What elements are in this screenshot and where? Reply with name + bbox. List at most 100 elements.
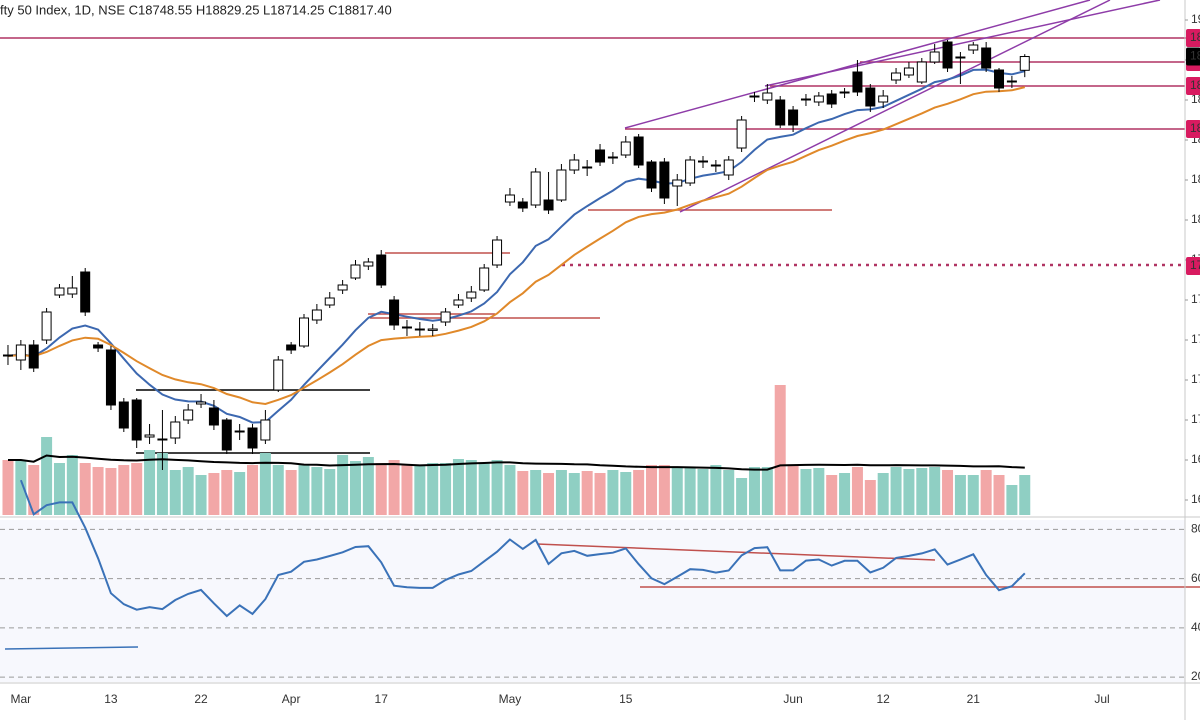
volume-bar	[851, 467, 863, 515]
volume-bar	[440, 463, 452, 515]
y-tick-label: 16600	[1191, 492, 1200, 506]
y-tick-label: 18400	[1191, 132, 1200, 146]
candle-body	[479, 267, 490, 291]
candle-body	[685, 159, 696, 184]
candle-body	[942, 41, 953, 69]
volume-bar	[684, 467, 696, 515]
candle-body	[221, 419, 232, 451]
candle-body	[916, 61, 927, 83]
volume-bar	[633, 470, 645, 515]
volume-bar	[234, 472, 246, 515]
title-background	[0, 0, 440, 22]
volume-bar	[324, 469, 336, 515]
volume-bar	[813, 468, 825, 515]
volume-bar	[620, 472, 632, 515]
volume-bar	[723, 470, 735, 515]
candle-body	[286, 344, 297, 351]
volume-bar	[362, 457, 374, 515]
candle-body	[427, 328, 438, 331]
volume-bar	[401, 465, 413, 515]
candle-body	[659, 161, 670, 199]
candle-body	[2, 354, 13, 357]
volume-bar	[967, 475, 979, 515]
volume-bar	[864, 480, 876, 515]
volume-bar	[646, 465, 658, 515]
volume-layer	[2, 385, 1031, 515]
volume-bar	[581, 471, 593, 515]
volume-bar	[272, 465, 284, 515]
candle-body	[196, 401, 207, 405]
candle-body	[324, 297, 335, 306]
x-tick-label: 17	[375, 692, 389, 706]
candle-layer	[2, 40, 1030, 470]
candle-body	[813, 95, 824, 103]
y-tick-label: 17200	[1191, 372, 1200, 386]
candle-body	[337, 284, 348, 291]
candle-body	[15, 344, 26, 361]
candle-body	[247, 427, 258, 449]
volume-bar	[504, 465, 516, 515]
volume-bar	[195, 475, 207, 515]
candle-body	[968, 44, 979, 51]
candle-body	[582, 166, 593, 169]
volume-bar	[66, 455, 78, 515]
candle-body	[697, 160, 708, 163]
ema-line	[7, 68, 1026, 424]
volume-bar	[169, 470, 181, 515]
candle-body	[492, 239, 503, 266]
candle-body	[170, 421, 181, 439]
volume-bar	[2, 460, 14, 515]
volume-bar	[144, 450, 156, 515]
candle-body	[54, 287, 65, 296]
price-label-box	[1186, 29, 1200, 47]
candle-body	[80, 271, 91, 313]
candle-body	[440, 311, 451, 323]
ema-layer	[7, 68, 1026, 424]
rsi-tick-label: 60	[1191, 571, 1200, 585]
channel-line	[679, 0, 1111, 213]
volume-bar	[131, 463, 143, 515]
candle-body	[144, 434, 155, 438]
candle-body	[401, 326, 412, 329]
candle-body	[607, 156, 618, 159]
price-label: 17770	[1190, 258, 1200, 272]
x-tick-label: Jun	[783, 692, 802, 706]
x-tick-label: 21	[967, 692, 981, 706]
ema-line	[7, 86, 1026, 406]
volume-bar	[903, 469, 915, 515]
volume-bar	[182, 467, 194, 515]
candle-body	[762, 92, 773, 101]
volume-bar	[311, 467, 323, 515]
volume-bar	[710, 465, 722, 515]
volume-bar	[478, 463, 490, 515]
candle-body	[929, 51, 940, 63]
candle-body	[466, 291, 477, 299]
volume-bar	[942, 470, 954, 515]
candle-body	[891, 72, 902, 81]
volume-bar	[375, 463, 387, 515]
x-tick-label: Mar	[11, 692, 32, 706]
volume-bar	[118, 465, 130, 515]
candle-body	[183, 409, 194, 421]
volume-bar	[954, 475, 966, 515]
candle-body	[299, 317, 310, 347]
volume-bar	[543, 473, 555, 515]
volume-bar	[28, 465, 40, 515]
channel-line	[764, 0, 1161, 87]
candle-body	[736, 119, 747, 149]
volume-bar	[671, 467, 683, 515]
volume-bar	[427, 463, 439, 515]
volume-bar	[414, 465, 426, 515]
candle-body	[234, 430, 245, 433]
candle-body	[710, 164, 721, 167]
candle-body	[414, 328, 425, 331]
candle-body	[530, 171, 541, 206]
candle-body	[775, 99, 786, 126]
volume-bar	[465, 460, 477, 515]
current-price-box	[1186, 47, 1200, 66]
volume-bar	[298, 465, 310, 515]
volume-bar	[800, 469, 812, 515]
volume-bar	[221, 470, 233, 515]
volume-bar	[568, 473, 580, 515]
